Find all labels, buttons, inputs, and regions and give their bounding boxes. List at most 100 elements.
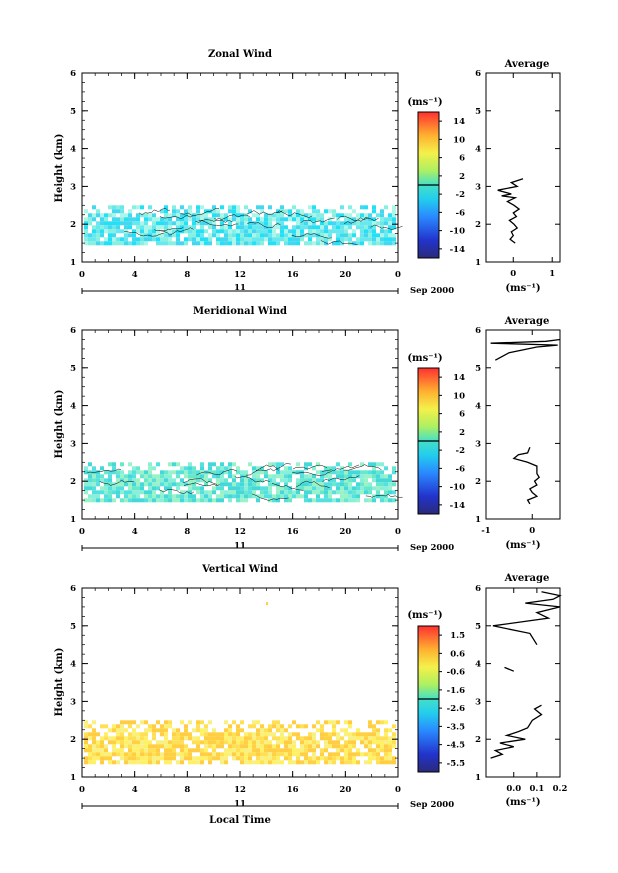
heatmap-cell <box>368 736 372 741</box>
heatmap-cell <box>308 205 312 210</box>
heatmap-cell <box>380 756 384 761</box>
heatmap-cell <box>216 482 220 487</box>
heatmap-cell <box>260 760 264 765</box>
heatmap-cell <box>204 229 208 234</box>
heatmap-cell <box>84 740 88 745</box>
heatmap-cell <box>104 494 108 499</box>
heatmap-cell <box>220 478 224 483</box>
heatmap-cell <box>360 229 364 234</box>
heatmap-cell <box>260 478 264 483</box>
heatmap-cell <box>164 237 168 242</box>
heatmap-cell <box>204 474 208 479</box>
heatmap-cell <box>280 209 284 214</box>
heatmap-cell <box>392 209 396 214</box>
heatmap-cell <box>376 470 380 475</box>
heatmap-cell <box>260 221 264 226</box>
heatmap-cell <box>344 229 348 234</box>
heatmap-cell <box>196 724 200 729</box>
heatmap-cell <box>244 732 248 737</box>
heatmap-cell <box>384 241 388 246</box>
heatmap-cell <box>212 498 216 503</box>
heatmap-cell <box>200 478 204 483</box>
heatmap-cell <box>168 474 172 479</box>
heatmap-cell <box>328 237 332 242</box>
heatmap-cell <box>284 466 288 471</box>
heatmap-cell <box>368 756 372 761</box>
panel1-avg-unit: (ms⁻¹) <box>505 283 540 294</box>
heatmap-cell <box>180 498 184 503</box>
heatmap-cell <box>320 736 324 741</box>
heatmap-cell <box>272 760 276 765</box>
heatmap-cell <box>84 744 88 749</box>
heatmap-cell <box>324 740 328 745</box>
heatmap-cell <box>372 498 376 503</box>
heatmap-cell <box>88 470 92 475</box>
heatmap-cell <box>308 225 312 230</box>
heatmap-cell <box>380 744 384 749</box>
profile-y-tick-label: 5 <box>475 364 481 374</box>
heatmap-cell <box>336 744 340 749</box>
heatmap-cell <box>244 225 248 230</box>
heatmap-cell <box>100 466 104 471</box>
heatmap-cell <box>300 221 304 226</box>
heatmap-cell <box>112 744 116 749</box>
heatmap-cell <box>392 470 396 475</box>
heatmap-cell <box>372 748 376 753</box>
heatmap-cell <box>96 752 100 757</box>
heatmap-cell <box>288 229 292 234</box>
heatmap-cell <box>208 462 212 467</box>
heatmap-cell <box>128 744 132 749</box>
heatmap-cell <box>352 732 356 737</box>
heatmap-cell <box>216 498 220 503</box>
heatmap-cell <box>280 752 284 757</box>
heatmap-cell <box>360 462 364 467</box>
colorbar-tick-label: -1.6 <box>447 686 465 696</box>
panel1-date: Sep 2000 <box>410 286 454 296</box>
heatmap-cell <box>204 736 208 741</box>
heatmap-cell <box>112 740 116 745</box>
heatmap-cell <box>164 470 168 475</box>
heatmap-cell <box>368 217 372 222</box>
heatmap-cell <box>84 760 88 765</box>
heatmap-cell <box>336 740 340 745</box>
heatmap-cell <box>380 470 384 475</box>
colorbar-tick-label: -0.6 <box>447 668 465 678</box>
heatmap-cell <box>164 740 168 745</box>
contour-line <box>337 215 369 222</box>
heatmap-cell <box>380 462 384 467</box>
heatmap-cell <box>284 217 288 222</box>
heatmap-cell <box>144 229 148 234</box>
y-tick-label: 1 <box>70 515 76 525</box>
heatmap-cell <box>344 494 348 499</box>
heatmap-cell <box>120 720 124 725</box>
heatmap-cell <box>336 233 340 238</box>
heatmap-cell <box>176 732 180 737</box>
heatmap-cell <box>124 233 128 238</box>
heatmap-cell <box>272 720 276 725</box>
panel2-ylabel: Height (km) <box>54 390 65 459</box>
heatmap-cell <box>356 217 360 222</box>
heatmap-cell <box>148 724 152 729</box>
heatmap-cell <box>376 233 380 238</box>
heatmap-cell <box>352 209 356 214</box>
heatmap-cell <box>224 720 228 725</box>
profile-line <box>497 178 524 244</box>
heatmap-cell <box>192 213 196 218</box>
heatmap-cell <box>284 241 288 246</box>
heatmap-cell <box>192 470 196 475</box>
heatmap-cell <box>296 732 300 737</box>
heatmap-cell <box>312 229 316 234</box>
heatmap-cell <box>288 752 292 757</box>
heatmap-cell <box>152 482 156 487</box>
heatmap-cell <box>112 466 116 471</box>
heatmap-cell <box>252 740 256 745</box>
heatmap-cell <box>312 241 316 246</box>
heatmap-cell <box>252 478 256 483</box>
heatmap-cell <box>204 482 208 487</box>
heatmap-cell <box>240 490 244 495</box>
y-tick-label: 5 <box>70 364 76 374</box>
heatmap-cell <box>264 740 268 745</box>
heatmap-cell <box>228 229 232 234</box>
heatmap-cell <box>200 752 204 757</box>
heatmap-cell <box>276 462 280 467</box>
